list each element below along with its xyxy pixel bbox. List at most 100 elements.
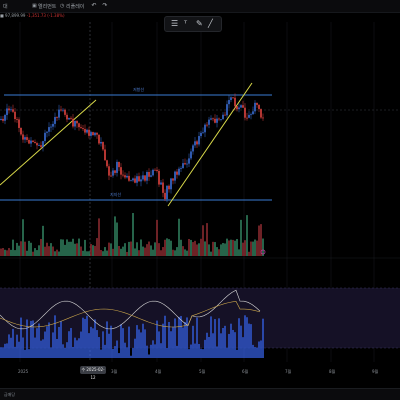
volume-bar: [26, 250, 28, 256]
volume-bar: [116, 222, 118, 256]
candle-body: [96, 132, 98, 135]
oscillator-bar: [180, 315, 182, 358]
oscillator-bar: [250, 324, 252, 358]
volume-bar: [82, 250, 84, 256]
oscillator-bar: [184, 321, 186, 358]
volume-bar: [184, 249, 186, 256]
candle-body: [118, 161, 120, 168]
candle-body: [150, 175, 152, 177]
volume-bar: [2, 248, 4, 256]
drawing-toolbar: ☰ ᵀ ✎ ╱: [164, 16, 222, 32]
oscillator-bar: [202, 349, 204, 358]
volume-bar: [176, 247, 178, 256]
x-tick-label: 8월: [329, 369, 336, 374]
oscillator-bar: [138, 329, 140, 358]
volume-marker-icon: [260, 249, 266, 255]
oscillator-bar: [256, 347, 258, 358]
volume-bar: [132, 213, 134, 256]
candle-body: [208, 119, 210, 125]
volume-bar: [44, 246, 46, 256]
text-icon[interactable]: ᵀ: [184, 19, 188, 28]
bottom-bar: 급매당: [0, 388, 400, 400]
volume-bar: [78, 238, 80, 256]
undo-icon[interactable]: ↶: [91, 2, 97, 9]
toolbar-left-label[interactable]: 대: [3, 4, 8, 10]
oscillator-bar: [126, 347, 128, 358]
oscillator-bar: [58, 326, 60, 358]
candle-body: [102, 141, 104, 150]
candle-body: [166, 185, 168, 200]
candle-body: [214, 118, 216, 123]
volume-bar: [130, 241, 132, 256]
oscillator-bar: [224, 325, 226, 358]
oscillator-bar: [98, 337, 100, 358]
volume-bar: [126, 251, 128, 256]
candle-body: [22, 134, 24, 140]
oscillator-bar: [226, 347, 228, 358]
line-icon[interactable]: ╱: [208, 19, 213, 28]
oscillator-bar: [196, 317, 198, 358]
candle-body: [88, 129, 90, 136]
volume-bar: [58, 251, 60, 256]
oscillator-bar: [228, 333, 230, 358]
candle-body: [36, 143, 38, 146]
volume-bar: [178, 218, 180, 256]
candle-body: [242, 105, 244, 108]
volume-bar: [216, 247, 218, 256]
list-icon[interactable]: ☰: [171, 19, 179, 28]
candle-body: [148, 172, 150, 177]
candle-body: [26, 137, 28, 140]
candle-body: [226, 104, 228, 116]
oscillator-bar: [144, 329, 146, 358]
volume-bar: [252, 241, 254, 256]
volume-bar: [260, 224, 262, 256]
candle-body: [68, 117, 70, 120]
candle-body: [236, 106, 238, 110]
volume-bar: [142, 246, 144, 256]
toolbar-item-replay[interactable]: 리플레이: [66, 4, 85, 10]
x-tick-label: 2025: [18, 369, 29, 374]
volume-bar: [66, 239, 68, 256]
oscillator-bar: [204, 339, 206, 358]
bottom-bar-label[interactable]: 급매당: [4, 392, 16, 397]
candle-body: [104, 149, 106, 161]
candle-body: [254, 102, 256, 112]
oscillator-bar: [240, 325, 242, 358]
oscillator-bar: [186, 317, 188, 358]
oscillator-bar: [140, 332, 142, 358]
brush-icon[interactable]: ✎: [196, 19, 203, 28]
oscillator-bar: [188, 349, 190, 358]
candle-body: [256, 102, 258, 105]
candle-body: [44, 132, 46, 142]
volume-bar: [172, 249, 174, 256]
candle-body: [156, 169, 158, 171]
candle-body: [162, 182, 164, 193]
candle-body: [216, 118, 218, 123]
candle-body: [78, 123, 80, 128]
candle-body: [160, 182, 162, 185]
volume-bar: [186, 250, 188, 256]
toolbar-item-elements[interactable]: 엘리먼트: [38, 4, 57, 10]
oscillator-bar: [20, 317, 22, 358]
candle-body: [174, 171, 176, 181]
redo-icon[interactable]: ↷: [102, 2, 108, 9]
volume-bar: [80, 246, 82, 256]
candle-body: [106, 160, 108, 167]
oscillator-bar: [236, 349, 238, 358]
candle-body: [40, 145, 42, 148]
volume-bar: [74, 243, 76, 256]
replay-icon[interactable]: ◷: [60, 3, 65, 9]
oscillator-bar: [192, 325, 194, 358]
candle-body: [196, 141, 198, 145]
oscillator-bar: [136, 325, 138, 358]
volume-bar: [62, 239, 64, 256]
x-tick-label: 5월: [199, 369, 206, 374]
candle-body: [168, 185, 170, 190]
candle-body: [4, 114, 6, 121]
elements-icon[interactable]: ▣: [32, 3, 37, 9]
oscillator-bar: [260, 340, 262, 358]
volume-bar: [256, 240, 258, 256]
symbol-price: ■ 97,899.99: [0, 13, 26, 18]
